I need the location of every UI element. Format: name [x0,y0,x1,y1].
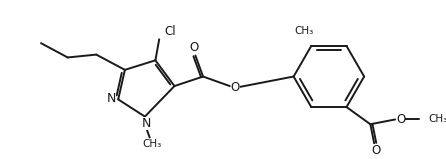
Text: N: N [142,117,152,130]
Text: N: N [107,92,116,105]
Text: O: O [189,41,198,54]
Text: O: O [396,113,405,126]
Text: CH₃: CH₃ [294,26,313,36]
Text: O: O [372,144,381,157]
Text: CH₃: CH₃ [142,139,161,149]
Text: Cl: Cl [164,25,176,38]
Text: CH₃: CH₃ [429,114,446,124]
Text: O: O [231,80,240,93]
